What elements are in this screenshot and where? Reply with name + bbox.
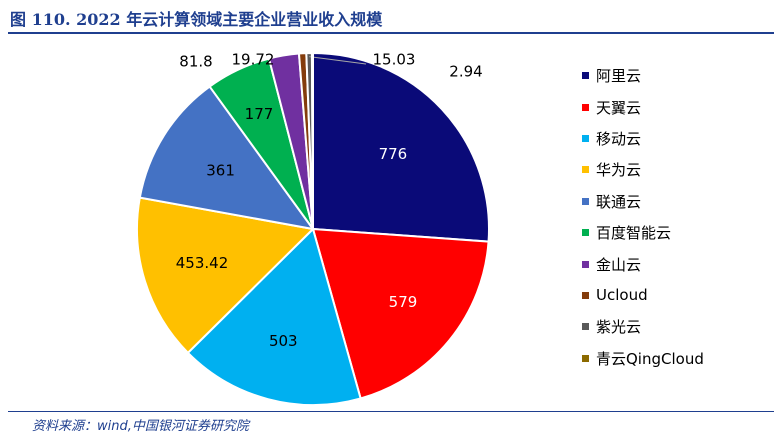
- legend-item-1: 天翼云: [582, 91, 704, 122]
- legend-item-6: 金山云: [582, 248, 704, 279]
- legend-label-0: 阿里云: [596, 67, 642, 86]
- pie-slice-1: [311, 227, 490, 400]
- legend-swatch-4: [582, 197, 589, 205]
- legend-label-8: 紫光云: [596, 318, 642, 337]
- legend-item-9: 青云QingCloud: [582, 343, 704, 374]
- source-rule: [8, 411, 774, 412]
- data-label-6: 81.8: [179, 53, 212, 71]
- legend-swatch-2: [582, 134, 589, 142]
- pie-slice-9: [310, 51, 314, 230]
- pie-slice-4: [138, 85, 316, 231]
- data-label-1: 579: [389, 293, 418, 311]
- legend-item-8: 紫光云: [582, 311, 704, 342]
- legend-swatch-3: [582, 166, 589, 174]
- pie-slice-2: [186, 227, 362, 406]
- legend: 阿里云天翼云移动云华为云联通云百度智能云金山云 Ucloud 紫光云青云QingCl…: [582, 60, 704, 374]
- data-label-4: 361: [206, 161, 235, 179]
- legend-swatch-7: [582, 291, 589, 299]
- legend-label-9: 青云QingCloud: [596, 349, 704, 368]
- legend-swatch-6: [582, 260, 589, 268]
- source-note: 资料来源：wind,中国银河证券研究院: [32, 419, 249, 434]
- leader-line-8: [309, 56, 367, 65]
- legend-label-6: 金山云: [596, 255, 642, 274]
- legend-item-3: 华为云: [582, 154, 704, 185]
- pie-slice-0: [312, 51, 490, 243]
- legend-swatch-0: [582, 72, 589, 80]
- legend-label-3: 华为云: [596, 161, 642, 180]
- legend-swatch-8: [582, 323, 589, 331]
- data-label-3: 453.42: [176, 254, 229, 272]
- title-rule: [8, 32, 774, 34]
- legend-label-5: 百度智能云: [596, 224, 672, 243]
- legend-swatch-9: [582, 354, 589, 362]
- legend-item-7: Ucloud: [582, 280, 704, 311]
- legend-label-4: 联通云: [596, 192, 642, 211]
- data-label-8: 15.03: [373, 51, 416, 69]
- legend-item-2: 移动云: [582, 123, 704, 154]
- legend-item-4: 联通云: [582, 186, 704, 217]
- figure-title: 图 110. 2022 年云计算领域主要企业营业收入规模: [10, 10, 383, 29]
- legend-item-5: 百度智能云: [582, 217, 704, 248]
- legend-item-0: 阿里云: [582, 60, 704, 91]
- legend-label-7: Ucloud: [596, 286, 648, 305]
- data-label-5: 177: [245, 105, 274, 123]
- legend-swatch-1: [582, 103, 589, 111]
- legend-swatch-5: [582, 229, 589, 237]
- pie-slice-3: [135, 196, 316, 355]
- data-label-2: 503: [269, 332, 298, 350]
- data-label-0: 776: [379, 145, 408, 163]
- legend-label-2: 移动云: [596, 129, 642, 148]
- data-label-9: 2.94: [449, 63, 482, 81]
- legend-label-1: 天翼云: [596, 98, 642, 117]
- data-label-7: 19.72: [232, 51, 275, 69]
